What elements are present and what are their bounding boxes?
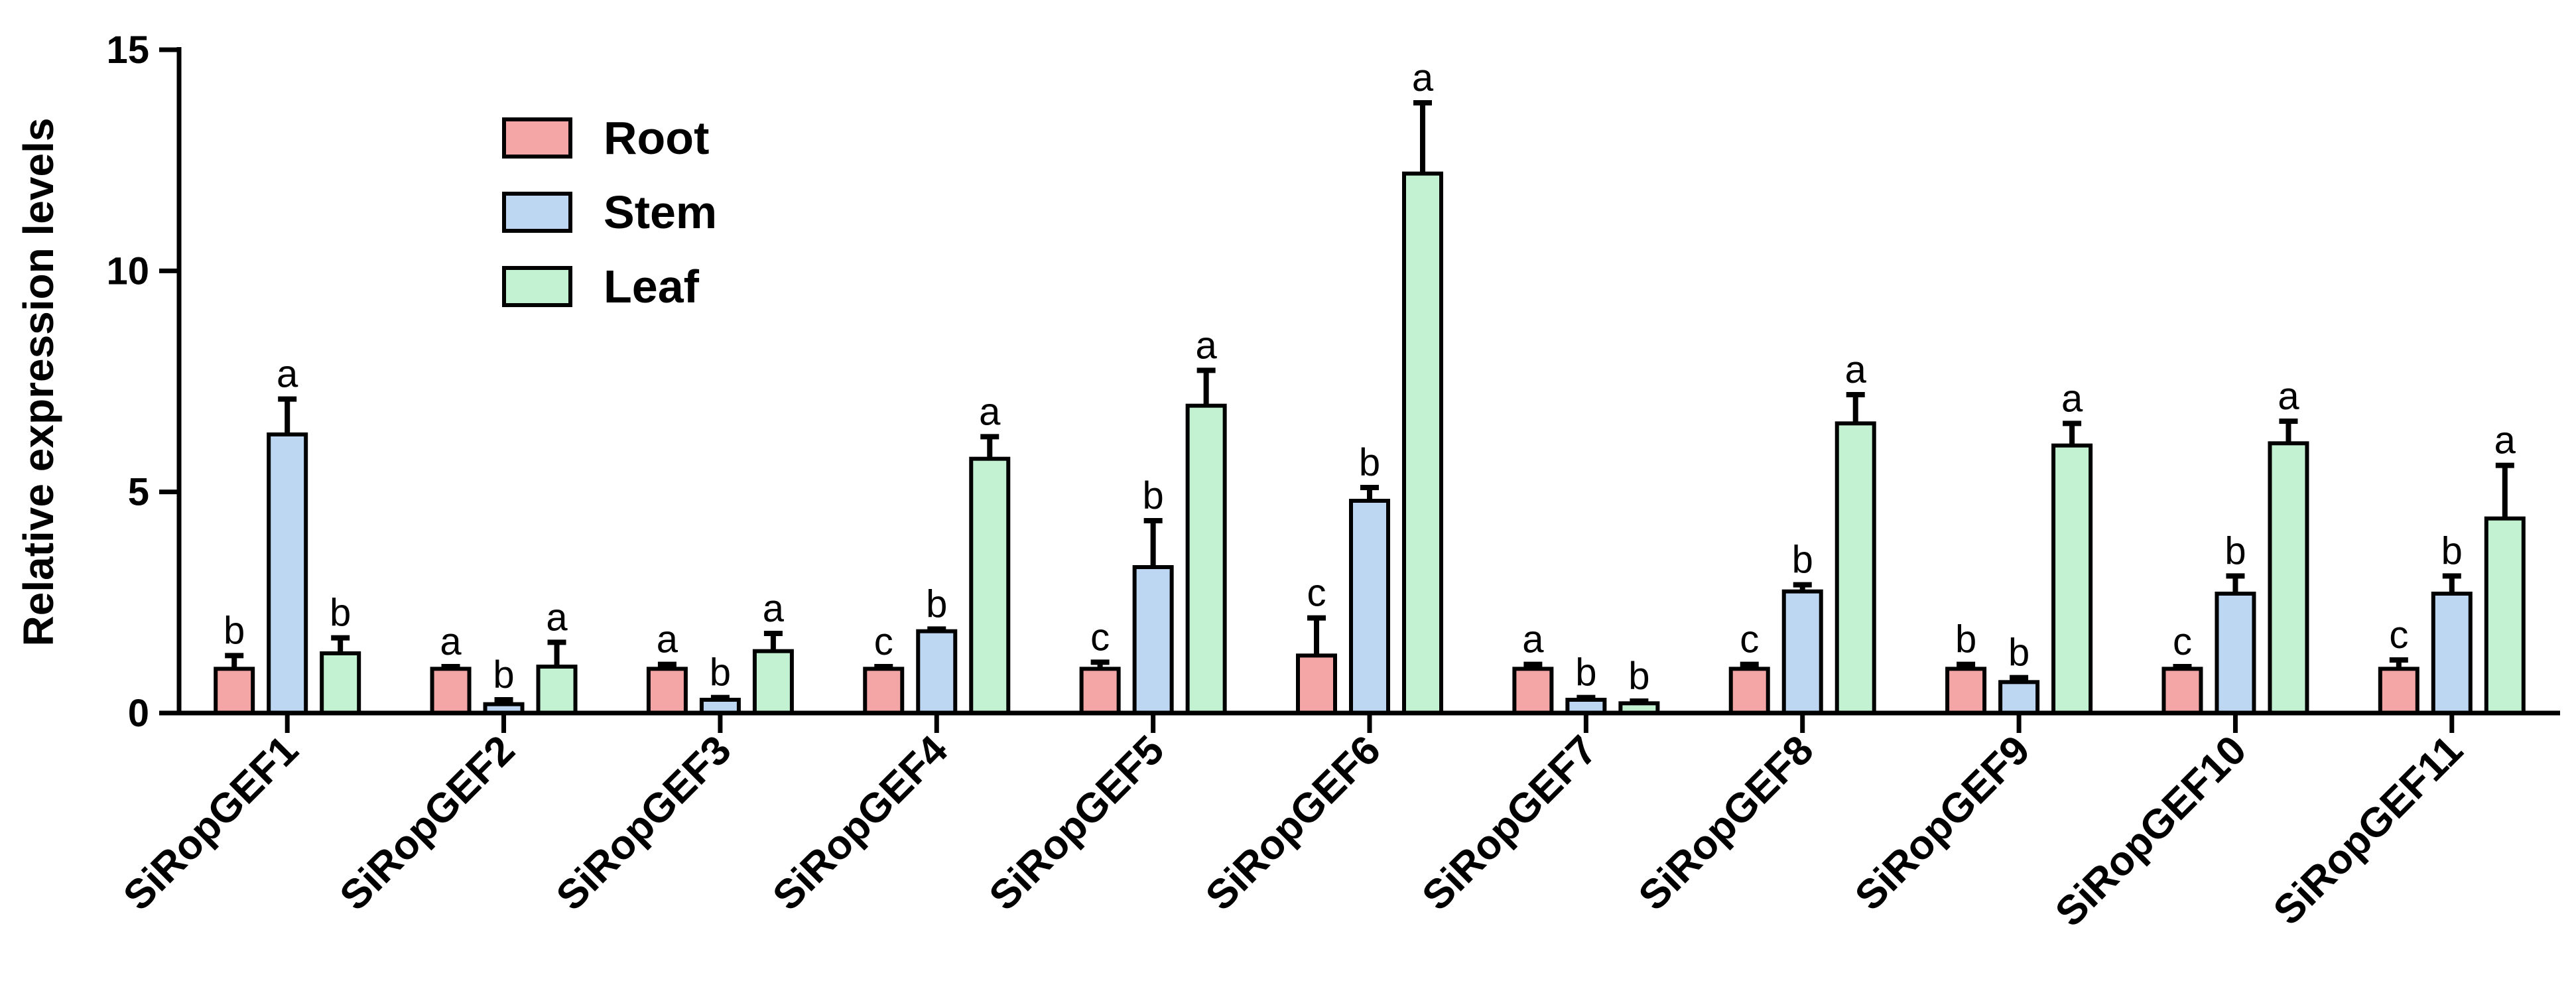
bar-leaf — [1402, 171, 1443, 715]
significance-letter: c — [1307, 572, 1326, 615]
bar-leaf — [2051, 443, 2093, 716]
bar-leaf — [752, 649, 794, 716]
significance-letter: a — [2278, 375, 2299, 418]
significance-letter: a — [2061, 377, 2083, 420]
significance-letter: c — [1090, 616, 1110, 659]
bar-leaf — [2268, 441, 2309, 715]
legend-swatch-leaf — [502, 266, 572, 307]
significance-letter: a — [657, 618, 678, 661]
bar-root — [1296, 653, 1337, 715]
significance-letter: a — [1412, 56, 1434, 99]
significance-letter: b — [1359, 441, 1380, 484]
significance-letter: a — [1845, 348, 1867, 391]
x-tick-label: SiRopGEF4 — [764, 727, 956, 919]
bar-root — [1728, 667, 1770, 715]
y-tick-label: 5 — [128, 471, 149, 514]
significance-letter: b — [2224, 529, 2246, 572]
significance-letter: a — [2494, 419, 2516, 462]
x-tick-label: SiRopGEF2 — [332, 727, 524, 919]
significance-letter: b — [710, 651, 731, 694]
legend: Root Stem Leaf — [502, 112, 717, 312]
y-axis-label: Relative expression levels — [15, 118, 62, 647]
x-tick-label: SiRopGEF11 — [2265, 727, 2472, 934]
x-tick-label: SiRopGEF7 — [1413, 727, 1606, 919]
bar-root — [1512, 667, 1554, 715]
x-tick-label: SiRopGEF9 — [1846, 727, 2039, 919]
significance-letter: a — [546, 596, 568, 639]
significance-letter: a — [763, 587, 785, 630]
y-tick-label: 15 — [106, 29, 149, 72]
significance-letter: b — [1628, 655, 1649, 698]
significance-letter: b — [1575, 651, 1596, 694]
x-tick-label: SiRopGEF8 — [1630, 727, 1823, 919]
legend-label-leaf: Leaf — [604, 261, 700, 312]
bar-root — [1945, 667, 1987, 715]
x-tick-label: SiRopGEF10 — [2047, 727, 2255, 935]
significance-letter: a — [1196, 324, 1218, 367]
significance-letter: a — [277, 353, 298, 396]
x-tick-label: SiRopGEF1 — [115, 727, 307, 919]
significance-letter: b — [926, 582, 947, 625]
significance-letter: a — [979, 390, 1001, 433]
y-tick-label: 10 — [106, 249, 149, 293]
bar-root — [646, 667, 688, 715]
bar-root — [863, 667, 905, 715]
bar-stem — [267, 432, 308, 715]
bar-leaf — [2484, 516, 2526, 716]
bar-root — [214, 667, 255, 715]
bar-stem — [2215, 592, 2256, 715]
significance-letter: b — [330, 592, 351, 635]
bar-root — [2378, 667, 2419, 715]
bar-leaf — [536, 665, 578, 715]
bar-stem — [916, 629, 958, 716]
x-tick-label: SiRopGEF3 — [548, 727, 740, 919]
bar-stem — [1781, 589, 1823, 716]
significance-letter: b — [1955, 618, 1976, 661]
x-tick-label: SiRopGEF5 — [981, 727, 1173, 919]
bar-stem — [1132, 565, 1174, 715]
legend-swatch-stem — [502, 192, 572, 233]
bar-stem — [2431, 592, 2473, 715]
significance-letter: b — [1792, 539, 1813, 582]
bar-leaf — [320, 651, 361, 715]
significance-letter: a — [1522, 618, 1544, 661]
bar-root — [430, 667, 472, 715]
y-tick-label: 0 — [128, 692, 149, 735]
bar-root — [1079, 667, 1121, 715]
significance-letter: b — [493, 653, 514, 696]
legend-label-stem: Stem — [604, 186, 717, 238]
significance-letter: c — [874, 620, 893, 663]
bar-stem — [1998, 680, 2040, 716]
bar-stem — [1349, 499, 1390, 715]
significance-letter: b — [2441, 529, 2463, 572]
significance-letter: a — [440, 620, 462, 663]
significance-letter: b — [2008, 631, 2029, 675]
x-tick-label: SiRopGEF6 — [1197, 727, 1389, 919]
significance-letter: c — [2173, 620, 2192, 663]
bar-root — [2161, 667, 2203, 715]
significance-letter: b — [1143, 474, 1164, 517]
legend-label-root: Root — [604, 112, 709, 164]
legend-swatch-root — [502, 117, 572, 159]
bar-leaf — [969, 456, 1011, 716]
bar-leaf — [1185, 403, 1227, 716]
bar-leaf — [1835, 421, 1876, 715]
significance-letter: b — [224, 609, 245, 652]
significance-letter: c — [1740, 618, 1759, 661]
significance-letter: c — [2389, 614, 2408, 657]
